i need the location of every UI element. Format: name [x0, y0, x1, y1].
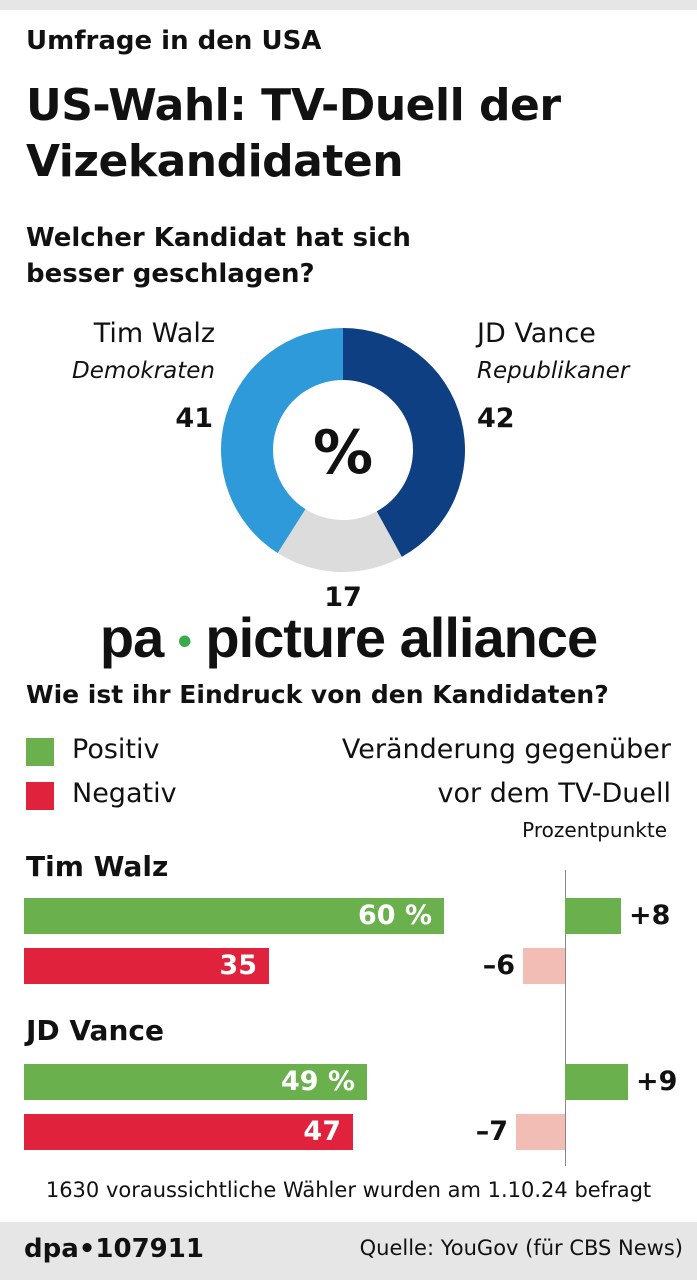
footer: dpa•107911 Quelle: YouGov (für CBS News)	[0, 1222, 697, 1280]
legend-positive-label: Positiv	[72, 734, 160, 765]
kicker: Umfrage in den USA	[26, 26, 322, 56]
other-share: 17	[324, 582, 362, 613]
candidate-name-vance: JD Vance	[26, 1014, 164, 1047]
vance-share: 42	[477, 403, 515, 434]
walz-share: 41	[175, 403, 213, 434]
graphic-id: dpa•107911	[24, 1234, 204, 1264]
question-1-line-1: Welcher Kandidat hat sich	[26, 223, 411, 253]
donut-center-label: %	[312, 418, 374, 488]
survey-note: 1630 voraussichtliche Wähler wurden am 1…	[45, 1178, 652, 1202]
change-vance-positive	[565, 1064, 628, 1100]
legend-positive-swatch	[26, 738, 54, 766]
change-walz-negative-label: –6	[482, 950, 515, 981]
watermark-right: picture alliance	[205, 606, 598, 669]
legend-negative-swatch	[26, 782, 54, 810]
change-zero-axis	[565, 870, 566, 1166]
donut-chart	[221, 328, 465, 572]
bar-walz-negative-label: 35	[219, 950, 257, 981]
change-walz-positive-label: +8	[629, 900, 671, 931]
donut-slice-other	[277, 509, 402, 572]
change-unit: Prozentpunkte	[522, 818, 667, 842]
bar-walz-positive-label: 60 %	[357, 900, 432, 931]
bar-walz-positive: 60 %	[24, 898, 444, 934]
question-1: Welcher Kandidat hat sich besser geschla…	[26, 220, 411, 292]
vance-name: JD Vance	[477, 318, 596, 349]
change-vance-positive-label: +9	[636, 1066, 678, 1097]
change-title-line-1: Veränderung gegenüber	[341, 734, 671, 765]
question-2: Wie ist ihr Eindruck von den Kandidaten?	[26, 680, 609, 709]
top-strip	[0, 0, 697, 10]
vance-party: Republikaner	[477, 358, 630, 384]
watermark-left: pa	[99, 606, 164, 669]
title-line-2: Vizekandidaten	[26, 136, 404, 187]
bar-vance-negative-label: 47	[303, 1116, 341, 1147]
change-title-line-2: vor dem TV-Duell	[437, 778, 671, 809]
source-credit: Quelle: YouGov (für CBS News)	[359, 1236, 683, 1260]
walz-name: Tim Walz	[93, 318, 215, 349]
legend-negative-label: Negativ	[72, 778, 177, 809]
change-walz-negative	[523, 948, 565, 984]
bar-vance-positive: 49 %	[24, 1064, 367, 1100]
walz-party: Demokraten	[72, 358, 215, 384]
title-line-1: US-Wahl: TV-Duell der	[26, 80, 561, 131]
watermark-logo: pa • picture alliance	[0, 605, 697, 670]
bar-vance-negative: 47	[24, 1114, 353, 1150]
donut-slice-vance	[343, 328, 465, 557]
chart-title: US-Wahl: TV-Duell der Vizekandidaten	[26, 78, 561, 190]
change-walz-positive	[565, 898, 621, 934]
bar-walz-negative: 35	[24, 948, 269, 984]
change-vance-negative-label: –7	[475, 1116, 508, 1147]
watermark-dot: •	[177, 619, 192, 664]
donut-slice-walz	[221, 328, 343, 554]
question-1-line-2: besser geschlagen?	[26, 259, 315, 289]
bar-vance-positive-label: 49 %	[280, 1066, 355, 1097]
candidate-name-walz: Tim Walz	[26, 850, 169, 883]
change-vance-negative	[516, 1114, 565, 1150]
